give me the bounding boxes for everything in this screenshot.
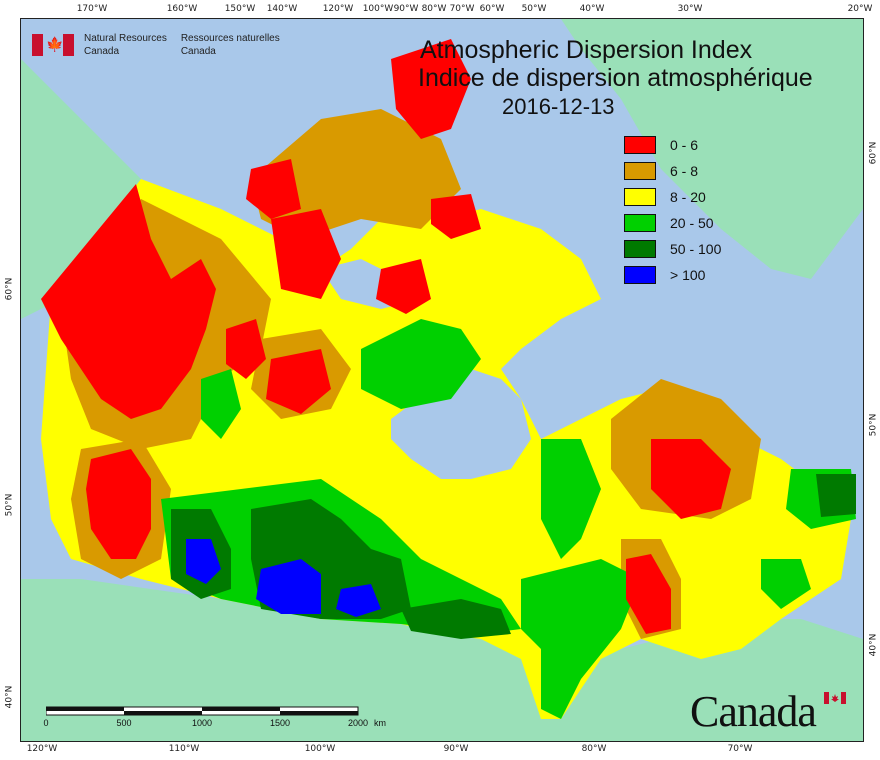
legend: 0 - 6 6 - 8 8 - 20 20 - 50 50 - 100 > 10… xyxy=(624,132,721,288)
map-title-en: Atmospheric Dispersion Index xyxy=(420,36,753,64)
scale-unit: km xyxy=(374,718,386,728)
legend-label: 0 - 6 xyxy=(670,137,699,153)
right-lat-label: 40°N xyxy=(868,633,879,657)
left-lat-label: 50°N xyxy=(4,493,15,517)
top-lon-label: 30°W xyxy=(677,4,703,14)
legend-swatch xyxy=(624,240,656,258)
zone-0-6-banks xyxy=(246,159,301,219)
canada-wordmark: Canada xyxy=(690,687,817,736)
scale-label: 1500 xyxy=(269,718,291,728)
zone-0-6-nunavut-east xyxy=(376,259,431,314)
greenland-land xyxy=(561,19,863,279)
legend-item: 8 - 20 xyxy=(624,184,721,210)
bottom-lon-label: 90°W xyxy=(443,744,469,754)
legend-item: > 100 xyxy=(624,262,721,288)
zone-0-6-quebec-south xyxy=(626,554,671,634)
legend-label: 20 - 50 xyxy=(670,215,714,231)
legend-label: 8 - 20 xyxy=(670,189,706,205)
zone-50-100-newfoundland xyxy=(816,474,856,517)
legend-swatch xyxy=(624,136,656,154)
canada-wordmark-flag-icon xyxy=(824,692,846,704)
bottom-lon-label: 110°W xyxy=(168,744,200,754)
top-lon-label: 100°W xyxy=(362,4,394,14)
zone-50-100-ontario xyxy=(401,599,511,639)
dispersion-map xyxy=(21,19,863,741)
legend-label: > 100 xyxy=(670,267,706,283)
scale-label: 2000 xyxy=(347,718,369,728)
top-lon-label: 170°W xyxy=(76,4,108,14)
top-lon-label: 80°W xyxy=(421,4,447,14)
bottom-lon-label: 70°W xyxy=(727,744,753,754)
top-lon-label: 20°W xyxy=(847,4,873,14)
legend-swatch xyxy=(624,214,656,232)
top-lon-label: 140°W xyxy=(266,4,298,14)
legend-swatch xyxy=(624,188,656,206)
legend-item: 0 - 6 xyxy=(624,132,721,158)
left-lat-label: 60°N xyxy=(4,277,15,301)
zone-0-6-baffin xyxy=(431,194,481,239)
nrcan-signature: 🍁 Natural Resources Canada Ressources na… xyxy=(32,32,294,58)
scale-label: 500 xyxy=(116,718,132,728)
alaska-land xyxy=(21,59,141,319)
zone-0-6-nwt-lakes xyxy=(226,319,266,379)
zone-6-8-arctic xyxy=(251,109,461,239)
map-date: 2016-12-13 xyxy=(502,94,615,119)
scale-bar-graphic xyxy=(45,706,359,716)
agency-name-en: Natural Resources Canada xyxy=(84,33,167,57)
map-title-fr: Indice de dispersion atmosphérique xyxy=(418,64,813,92)
zone-20-50-nunavut xyxy=(361,319,481,409)
bottom-lon-label: 100°W xyxy=(304,744,336,754)
legend-item: 50 - 100 xyxy=(624,236,721,262)
bottom-lon-label: 80°W xyxy=(581,744,607,754)
scale-label: 0 xyxy=(43,718,49,728)
top-lon-label: 150°W xyxy=(224,4,256,14)
zone-0-6-labrador xyxy=(651,439,731,519)
zone-0-6-bc xyxy=(86,449,151,559)
zone-20-50-nwt-lake xyxy=(201,369,241,439)
agency-name-fr: Ressources naturelles Canada xyxy=(180,33,280,57)
top-lon-label: 70°W xyxy=(449,4,475,14)
right-lat-label: 60°N xyxy=(868,141,879,165)
legend-label: 6 - 8 xyxy=(670,163,699,179)
scale-label: 1000 xyxy=(191,718,213,728)
legend-item: 20 - 50 xyxy=(624,210,721,236)
zone-20-50-ontario-south xyxy=(521,559,641,719)
zone-0-6-victoria xyxy=(271,209,341,299)
zone-20-50-ns xyxy=(761,559,811,609)
top-lon-label: 90°W xyxy=(393,4,419,14)
top-lon-label: 160°W xyxy=(166,4,198,14)
legend-swatch xyxy=(624,266,656,284)
canada-flag-icon: 🍁 xyxy=(32,34,74,56)
legend-item: 6 - 8 xyxy=(624,158,721,184)
legend-label: 50 - 100 xyxy=(670,241,722,257)
scale-bar: 0 500 1000 1500 2000 km xyxy=(43,704,386,728)
usa-land xyxy=(21,579,863,741)
zone-0-6-ellesmere xyxy=(391,39,471,139)
zone-gt100-manitoba xyxy=(336,584,381,617)
top-lon-label: 50°W xyxy=(521,4,547,14)
zone-0-6-yukon xyxy=(41,184,216,419)
top-lon-label: 40°W xyxy=(579,4,605,14)
zone-gt100-alberta xyxy=(186,539,221,584)
bottom-lon-label: 120°W xyxy=(26,744,58,754)
zone-0-6-nunavut-mid xyxy=(266,349,331,414)
top-lon-label: 120°W xyxy=(322,4,354,14)
top-lon-label: 60°W xyxy=(479,4,505,14)
left-lat-label: 40°N xyxy=(4,685,15,709)
right-lat-label: 50°N xyxy=(868,413,879,437)
zone-gt100-sask xyxy=(256,559,321,614)
map-canvas xyxy=(20,18,864,742)
legend-swatch xyxy=(624,162,656,180)
zone-20-50-ontario-east xyxy=(541,439,601,559)
